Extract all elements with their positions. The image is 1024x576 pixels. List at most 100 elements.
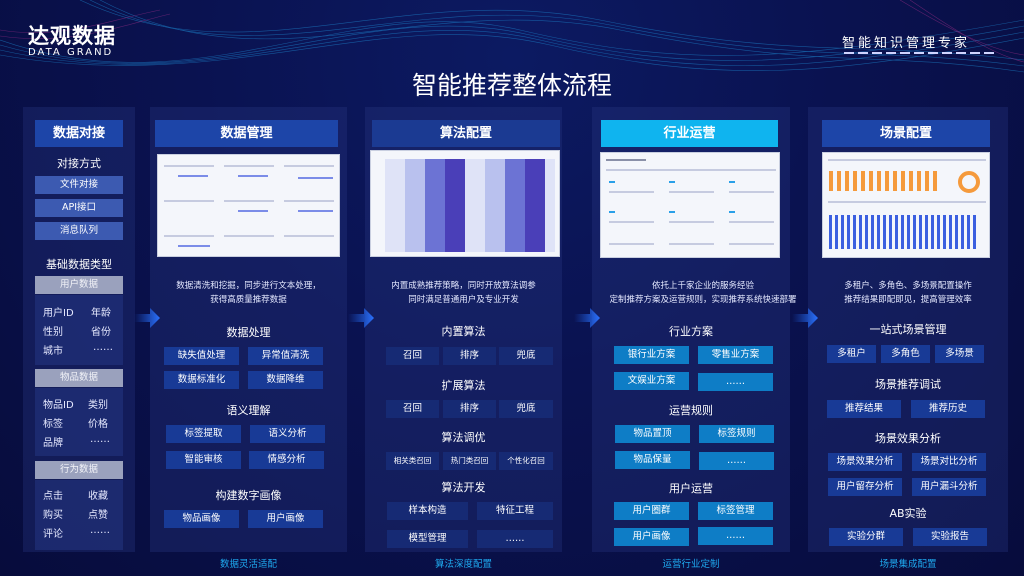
method-api-button[interactable]: API接口 <box>35 199 123 217</box>
screenshot-preview <box>822 152 990 258</box>
description: 内置成熟推荐策略，同时开放算法调参 同时满足普通用户及专业开发 <box>365 279 562 307</box>
scene-button[interactable]: 多租户 <box>827 345 876 363</box>
feature-button[interactable]: 数据标准化 <box>164 371 239 389</box>
header-data-connect: 数据对接 <box>35 120 123 147</box>
page-title: 智能推荐整体流程 <box>411 71 612 100</box>
industry-button[interactable]: 标签规则 <box>699 425 774 443</box>
description: 数据清洗和挖掘，同步进行文本处理， 获得高质量推荐数据 <box>150 279 347 307</box>
algorithm-button[interactable]: 模型管理 <box>387 530 468 548</box>
feature-button[interactable]: 标签提取 <box>166 425 241 443</box>
feature-button[interactable]: 物品画像 <box>164 510 239 528</box>
algorithm-button[interactable]: 特征工程 <box>477 502 553 520</box>
industry-button[interactable]: …… <box>698 373 773 391</box>
industry-button[interactable]: 零售业方案 <box>698 346 773 364</box>
industry-button[interactable]: 用户圈群 <box>614 502 689 520</box>
group-label-user: 用户数据 <box>35 276 123 294</box>
brand-logo-cn: 达观数据 <box>28 24 116 48</box>
header-industry: 行业运营 <box>601 120 778 147</box>
column-footer: 算法深度配置 <box>434 559 492 570</box>
arrow-right-icon <box>134 308 160 328</box>
scene-button[interactable]: 场景效果分析 <box>828 453 902 471</box>
section-title: 一站式场景管理 <box>869 323 947 336</box>
description: 依托上千家企业的服务经验 定制推荐方案及运营规则，实现推荐系统快速部署 <box>592 279 814 307</box>
feature-button[interactable]: 缺失值处理 <box>164 347 239 365</box>
algorithm-button[interactable]: 样本构造 <box>387 502 468 520</box>
feature-button[interactable]: 用户画像 <box>248 510 323 528</box>
section-title: 语义理解 <box>226 404 271 417</box>
slogan-underline <box>844 52 996 54</box>
column-footer: 场景集成配置 <box>879 559 937 570</box>
section-title: 基础数据类型 <box>46 258 112 271</box>
algorithm-button[interactable]: 兜底 <box>499 347 553 365</box>
section-title: 扩展算法 <box>441 379 486 392</box>
section-title: 行业方案 <box>669 325 713 338</box>
method-file-button[interactable]: 文件对接 <box>35 176 123 194</box>
algorithm-button[interactable]: 个性化召回 <box>499 452 553 470</box>
industry-button[interactable]: 物品置顶 <box>615 425 690 443</box>
feature-button[interactable]: 智能审核 <box>166 451 241 469</box>
section-title: 数据处理 <box>226 326 271 339</box>
algorithm-button[interactable]: 召回 <box>386 347 439 365</box>
description-line: 获得高质量推荐数据 <box>210 295 287 305</box>
algorithm-button[interactable]: 排序 <box>443 347 496 365</box>
description-line: 数据清洗和挖掘，同步进行文本处理， <box>176 281 321 291</box>
algorithm-button[interactable]: …… <box>477 530 553 548</box>
section-title: 运营规则 <box>669 404 713 417</box>
description-line: 推荐结果即配即见，提高管理效率 <box>844 295 972 305</box>
industry-button[interactable]: …… <box>698 527 773 545</box>
industry-button[interactable]: 用户画像 <box>614 528 689 546</box>
field: 收藏 <box>88 491 108 502</box>
scene-button[interactable]: 推荐历史 <box>911 400 985 418</box>
industry-button[interactable]: 银行业方案 <box>614 346 689 364</box>
description-line: 同时满足普通用户及专业开发 <box>408 295 519 305</box>
field: 购买 <box>43 510 63 521</box>
scene-button[interactable]: 实验分群 <box>829 528 903 546</box>
group-label-behavior: 行为数据 <box>35 461 123 479</box>
screenshot-preview <box>370 150 560 257</box>
industry-button[interactable]: 标签管理 <box>698 502 773 520</box>
feature-button[interactable]: 数据降维 <box>248 371 323 389</box>
scene-button[interactable]: 推荐结果 <box>827 400 901 418</box>
method-queue-button[interactable]: 消息队列 <box>35 222 123 240</box>
feature-button[interactable]: 语义分析 <box>250 425 325 443</box>
description-line: 多租户、多角色、多场景配置操作 <box>844 281 972 291</box>
brand-slogan: 智能知识管理专家 <box>842 36 971 51</box>
field: 性别 <box>43 327 63 338</box>
wave-decoration <box>0 0 1024 73</box>
industry-button[interactable]: 文娱业方案 <box>614 372 689 390</box>
scene-button[interactable]: 多场景 <box>935 345 984 363</box>
industry-button[interactable]: …… <box>699 452 774 470</box>
section-title: 算法开发 <box>441 481 486 494</box>
header-scene: 场景配置 <box>822 120 990 147</box>
feature-button[interactable]: 情感分析 <box>249 451 324 469</box>
field: …… <box>93 342 113 353</box>
field: 点击 <box>43 491 63 502</box>
scene-button[interactable]: 实验报告 <box>913 528 987 546</box>
section-title: 内置算法 <box>441 325 486 338</box>
arrow-right-icon <box>348 308 374 328</box>
field: 物品ID <box>43 400 74 411</box>
screenshot-preview <box>600 152 780 258</box>
algorithm-button[interactable]: 相关类召回 <box>386 452 439 470</box>
feature-button[interactable]: 异常值清洗 <box>248 347 323 365</box>
field: …… <box>90 525 110 536</box>
brand-logo-en: DATA GRAND <box>28 47 114 58</box>
arrow-right-icon <box>574 308 600 328</box>
scene-button[interactable]: 场景对比分析 <box>912 453 986 471</box>
arrow-right-icon <box>792 308 818 328</box>
scene-button[interactable]: 用户留存分析 <box>828 478 902 496</box>
algorithm-button[interactable]: 热门类召回 <box>443 452 496 470</box>
column-footer: 运营行业定制 <box>662 559 720 570</box>
screenshot-preview <box>157 154 340 257</box>
scene-button[interactable]: 用户漏斗分析 <box>912 478 986 496</box>
scene-button[interactable]: 多角色 <box>881 345 930 363</box>
section-title: AB实验 <box>889 507 927 520</box>
field: 用户ID <box>43 308 74 319</box>
field: 评论 <box>43 529 63 540</box>
algorithm-button[interactable]: 召回 <box>386 400 439 418</box>
field: 城市 <box>43 346 63 357</box>
algorithm-button[interactable]: 排序 <box>443 400 496 418</box>
industry-button[interactable]: 物品保量 <box>615 451 690 469</box>
description-line: 内置成熟推荐策略，同时开放算法调参 <box>391 281 536 291</box>
algorithm-button[interactable]: 兜底 <box>499 400 553 418</box>
